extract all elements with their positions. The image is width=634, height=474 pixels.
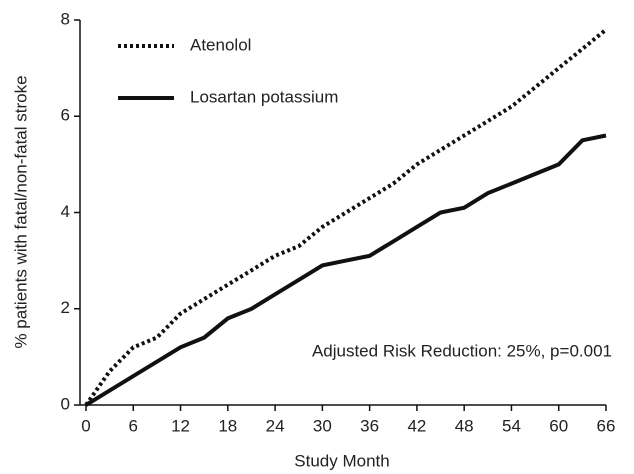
x-tick-label: 54 <box>502 416 521 435</box>
x-tick-label: 6 <box>129 416 138 435</box>
annotation: Adjusted Risk Reduction: 25%, p=0.001 <box>312 341 612 360</box>
y-tick-label: 4 <box>61 202 70 221</box>
legend-label: Losartan potassium <box>190 87 338 106</box>
x-tick-label: 0 <box>81 416 90 435</box>
x-axis-label: Study Month <box>294 451 389 470</box>
y-tick-label: 6 <box>61 106 70 125</box>
x-tick-label: 48 <box>455 416 474 435</box>
x-tick-label: 36 <box>360 416 379 435</box>
y-tick-label: 8 <box>61 9 70 28</box>
x-tick-label: 66 <box>597 416 616 435</box>
x-tick-label: 18 <box>218 416 237 435</box>
data-line <box>84 28 608 407</box>
y-axis-label: % patients with fatal/non-fatal stroke <box>11 75 30 348</box>
y-tick-label: 2 <box>61 298 70 317</box>
legend-label: Atenolol <box>190 35 251 54</box>
x-tick-label: 42 <box>407 416 426 435</box>
x-tick-label: 30 <box>313 416 332 435</box>
y-tick-label: 0 <box>61 394 70 413</box>
x-tick-label: 60 <box>549 416 568 435</box>
x-tick-label: 12 <box>171 416 190 435</box>
x-tick-label: 24 <box>266 416 285 435</box>
data-line <box>84 133 607 407</box>
